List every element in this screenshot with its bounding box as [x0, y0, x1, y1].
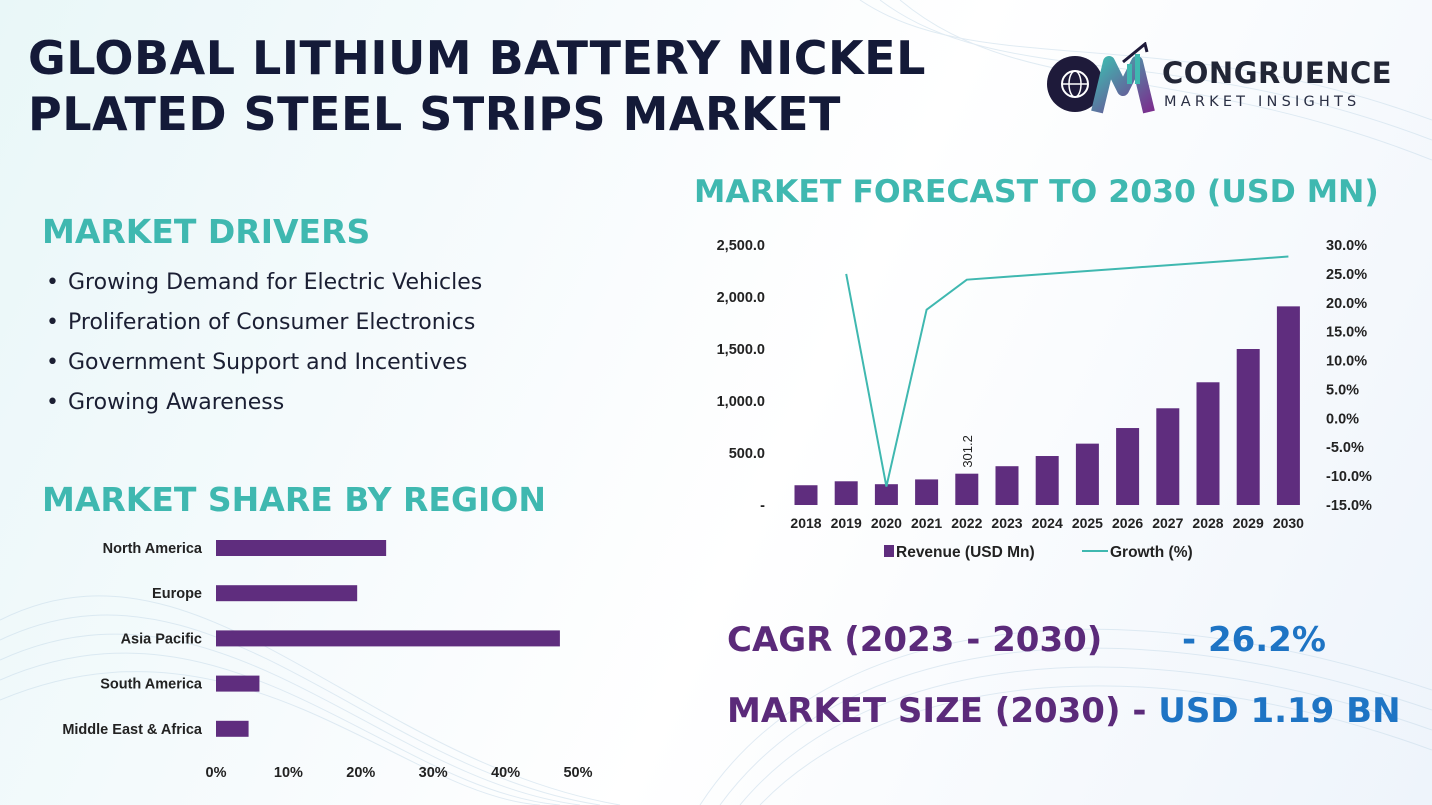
region-label: Asia Pacific	[121, 631, 202, 647]
forecast-chart: - 500.0 1,000.0 1,500.0 2,000.0 2,500.0 -15.0%…	[717, 238, 1372, 561]
x-tick-label: 30%	[419, 765, 448, 781]
region-share-chart: North America Europe Asia Pacific South Ame…	[62, 540, 593, 781]
revenue-bar	[1116, 428, 1140, 505]
region-label: Middle East & Africa	[62, 722, 203, 738]
y-tick-label: 2,500.0	[717, 238, 765, 254]
y2-tick-label: 30.0%	[1326, 238, 1367, 254]
y2-tick-label: -15.0%	[1326, 498, 1372, 514]
y-tick-label: 1,500.0	[717, 342, 765, 358]
x-tick-label: 2026	[1112, 515, 1143, 531]
revenue-bar	[834, 481, 858, 505]
title-line-2: PLATED STEEL STRIPS MARKET	[28, 87, 841, 141]
x-tick-label: 2021	[911, 515, 942, 531]
revenue-bar	[1075, 443, 1099, 505]
revenue-bar	[1156, 408, 1180, 505]
market-size-value: USD 1.19 BN	[1158, 691, 1401, 731]
market-size-label: MARKET SIZE (2030) -	[727, 691, 1147, 731]
region-heading: MARKET SHARE BY REGION	[42, 480, 546, 519]
list-item: • Government Support and Incentives	[46, 350, 468, 375]
x-tick-label: 2030	[1273, 515, 1304, 531]
cagr-value: - 26.2%	[1182, 620, 1326, 660]
legend-swatch-revenue	[884, 545, 894, 557]
market-size-stat: MARKET SIZE (2030) - USD 1.19 BN	[727, 691, 1401, 731]
region-bar	[216, 585, 358, 602]
revenue-bar	[874, 484, 898, 505]
drivers-heading: MARKET DRIVERS	[42, 212, 371, 251]
y2-tick-label: -5.0%	[1326, 440, 1364, 456]
legend-label-growth: Growth (%)	[1110, 544, 1193, 561]
region-label: Europe	[152, 586, 202, 602]
x-tick-label: 2029	[1233, 515, 1264, 531]
revenue-bar	[1196, 382, 1220, 505]
drivers-list: • Growing Demand for Electric Vehicles • P…	[46, 263, 482, 423]
revenue-bar	[915, 479, 939, 505]
y2-tick-label: 5.0%	[1326, 382, 1359, 398]
page-title: GLOBAL LITHIUM BATTERY NICKEL PLATED STE…	[28, 30, 926, 142]
cagr-label: CAGR (2023 - 2030)	[727, 620, 1103, 660]
revenue-bar	[1035, 456, 1059, 505]
revenue-bar	[955, 473, 979, 505]
y2-tick-label: 0.0%	[1326, 411, 1359, 427]
title-line-1: GLOBAL LITHIUM BATTERY NICKEL	[28, 31, 926, 85]
y2-tick-label: -10.0%	[1326, 469, 1372, 485]
growth-line	[845, 255, 1289, 487]
list-item: • Proliferation of Consumer Electronics	[46, 310, 476, 335]
list-item: • Growing Awareness	[46, 390, 285, 415]
x-tick-label: 20%	[346, 765, 375, 781]
region-bar	[216, 630, 560, 647]
y-tick-label: 2,000.0	[717, 290, 765, 306]
region-bar	[216, 675, 260, 692]
forecast-heading: MARKET FORECAST TO 2030 (USD MN)	[694, 174, 1379, 210]
y2-tick-label: 10.0%	[1326, 354, 1367, 370]
x-tick-label: 2020	[871, 515, 902, 531]
region-label: North America	[103, 541, 203, 557]
x-tick-label: 2019	[831, 515, 862, 531]
data-label: 301.2	[960, 435, 975, 468]
logo-tagline: MARKET INSIGHTS	[1164, 94, 1361, 110]
legend-label-revenue: Revenue (USD Mn)	[896, 544, 1035, 561]
x-tick-label: 2022	[951, 515, 982, 531]
x-tick-label: 2018	[790, 515, 821, 531]
company-logo	[1047, 42, 1155, 114]
x-tick-label: 2027	[1152, 515, 1183, 531]
x-tick-label: 2028	[1192, 515, 1223, 531]
x-tick-label: 10%	[274, 765, 303, 781]
x-tick-label: 40%	[491, 765, 520, 781]
revenue-bar	[995, 466, 1019, 505]
x-tick-label: 2024	[1032, 515, 1063, 531]
x-tick-label: 2023	[991, 515, 1022, 531]
y2-tick-label: 25.0%	[1326, 267, 1367, 283]
region-bar	[216, 720, 249, 737]
list-item: • Growing Demand for Electric Vehicles	[46, 270, 483, 295]
region-label: South America	[100, 677, 203, 693]
y-tick-label: 500.0	[729, 446, 765, 462]
logo-name: CONGRUENCE	[1162, 56, 1393, 90]
revenue-bar	[1276, 306, 1300, 505]
x-tick-label: 50%	[563, 765, 592, 781]
y2-tick-label: 15.0%	[1326, 325, 1367, 341]
y-tick-label: -	[760, 498, 765, 514]
y-tick-label: 1,000.0	[717, 394, 765, 410]
cagr-stat: CAGR (2023 - 2030) - 26.2%	[727, 620, 1326, 660]
revenue-bar	[794, 485, 818, 505]
region-bar	[216, 540, 387, 556]
x-tick-label: 2025	[1072, 515, 1103, 531]
x-tick-label: 0%	[206, 765, 227, 781]
revenue-bar	[1236, 349, 1260, 505]
y2-tick-label: 20.0%	[1326, 296, 1367, 312]
